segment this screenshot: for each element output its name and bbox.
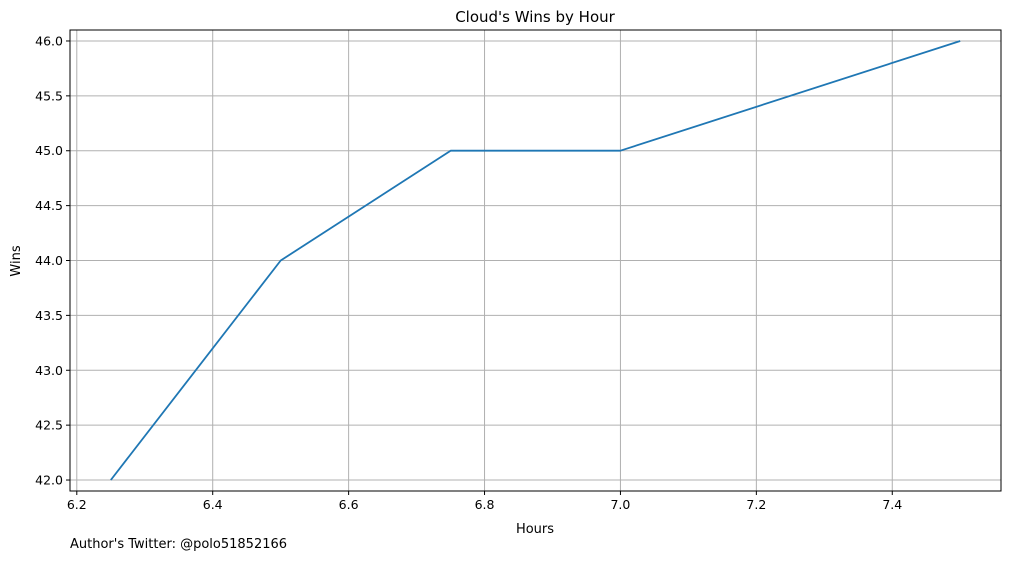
y-tick-label: 45.5 [35,88,63,103]
x-tick-label: 6.8 [475,497,495,512]
y-tick-label: 44.5 [35,198,63,213]
series-layer [110,40,961,481]
y-tick-label: 43.5 [35,308,63,323]
x-tick-label: 6.4 [203,497,223,512]
x-tick-label: 7.4 [882,497,902,512]
x-tick-label: 7.2 [746,497,766,512]
x-tick-label: 6.2 [67,497,87,512]
y-tick-label: 44.0 [35,253,63,268]
y-axis-title: Wins [9,245,24,276]
y-tick-label: 46.0 [35,33,63,48]
chart-title: Cloud's Wins by Hour [455,8,615,26]
series-line [110,40,961,481]
x-axis-title: Hours [516,522,554,537]
x-tick-label: 7.0 [610,497,630,512]
y-tick-label: 43.0 [35,363,63,378]
y-axis: 42.0 42.5 43.0 43.5 44.0 44.5 45.0 45.5 46.0 [35,33,70,488]
y-tick-label: 42.5 [35,418,63,433]
x-tick-label: 6.6 [339,497,359,512]
y-tick-label: 45.0 [35,143,63,158]
y-tick-label: 42.0 [35,473,63,488]
x-axis: 6.2 6.4 6.6 6.8 7.0 7.2 7.4 [67,491,902,512]
author-credit: Author's Twitter: @polo51852166 [70,537,288,552]
